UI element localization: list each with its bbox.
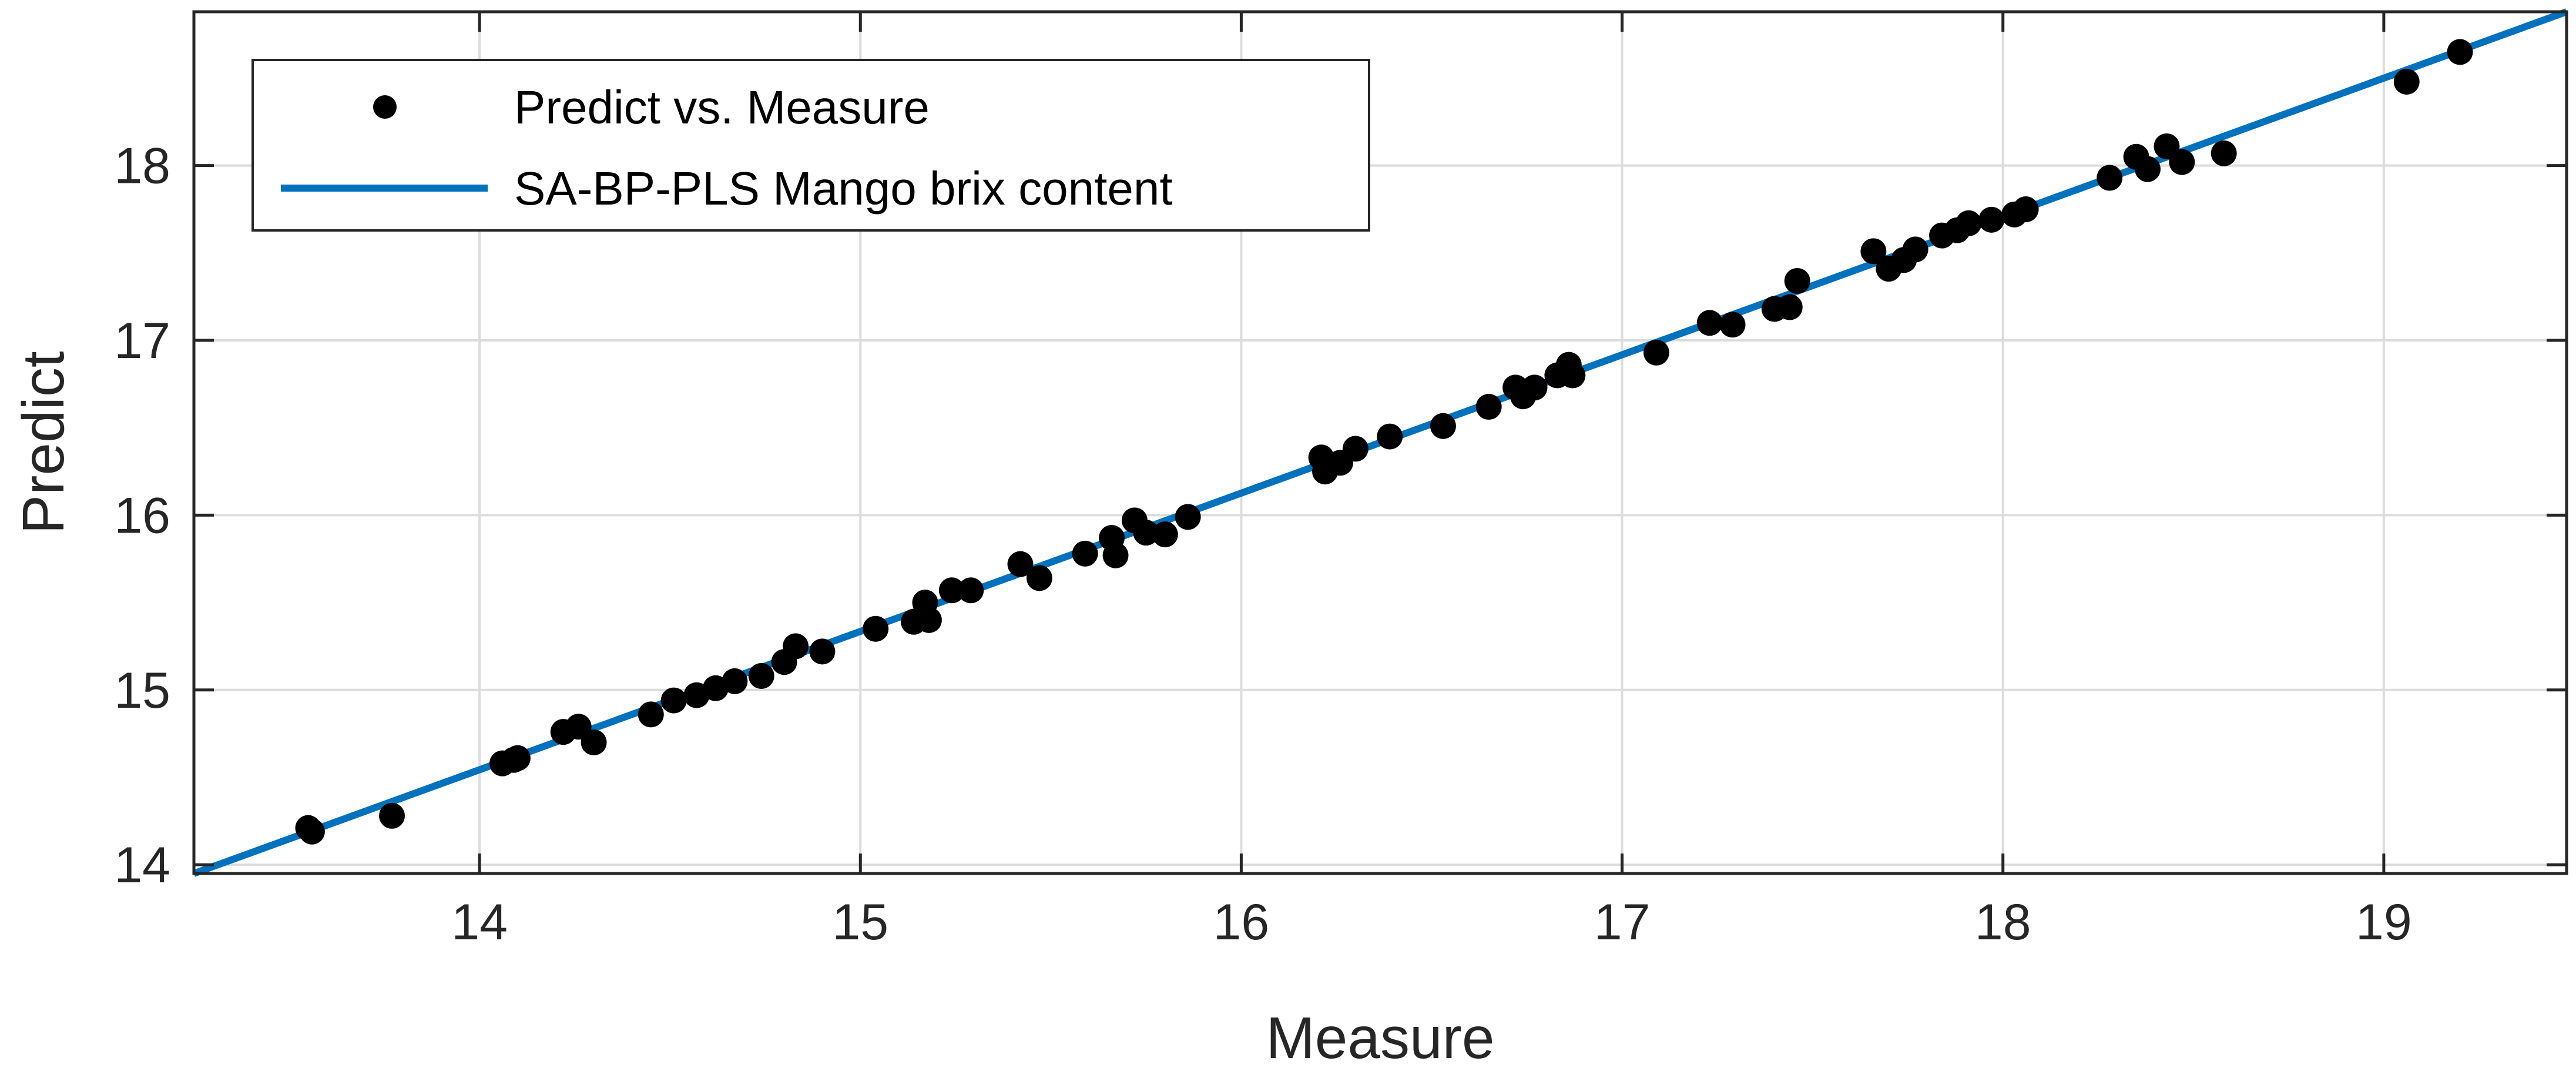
- data-point: [2211, 140, 2237, 166]
- x-tick-label: 18: [1975, 894, 2031, 950]
- axis-ticks: [194, 12, 2567, 873]
- x-tick-label: 14: [451, 894, 508, 950]
- legend-entry-line: SA-BP-PLS Mango brix content: [514, 162, 1173, 215]
- legend-entry-scatter: Predict vs. Measure: [514, 81, 930, 133]
- y-tick-label: 15: [114, 662, 170, 719]
- y-tick-label: 16: [114, 487, 170, 544]
- data-point: [2097, 165, 2123, 191]
- data-point: [1175, 504, 1201, 530]
- data-point: [1152, 521, 1178, 548]
- data-point: [1072, 540, 1098, 567]
- data-point: [1696, 310, 1723, 336]
- data-point: [1784, 267, 1810, 294]
- data-point: [1377, 423, 1403, 450]
- data-point: [581, 729, 607, 755]
- data-point: [1342, 436, 1368, 462]
- data-point: [863, 615, 889, 642]
- x-axis-label: Measure: [1266, 1005, 1494, 1071]
- data-point: [2447, 39, 2473, 65]
- data-point: [1643, 339, 1669, 366]
- data-point: [958, 577, 984, 604]
- data-point: [748, 662, 774, 689]
- data-point: [379, 802, 405, 829]
- data-point: [1102, 542, 1129, 568]
- data-point: [1026, 565, 1052, 591]
- tick-labels: 14 15 16 17 18 19 14 15 16 17 18: [114, 138, 2411, 950]
- data-point: [722, 668, 748, 694]
- data-point: [1776, 294, 1803, 320]
- data-point: [1860, 238, 1887, 265]
- data-point: [660, 687, 687, 714]
- data-point: [1007, 551, 1034, 577]
- data-point: [1559, 362, 1586, 389]
- data-point: [2012, 196, 2039, 223]
- y-tick-label: 17: [114, 313, 170, 369]
- data-point: [1978, 206, 2005, 233]
- data-point: [1430, 413, 1456, 439]
- y-tick-label: 18: [114, 138, 170, 195]
- data-point: [2135, 156, 2161, 182]
- data-point: [1475, 394, 1502, 420]
- data-point: [1956, 210, 1982, 236]
- data-point: [938, 577, 965, 604]
- x-tick-label: 19: [2356, 894, 2412, 950]
- data-point: [1521, 374, 1548, 401]
- data-point: [298, 818, 325, 845]
- legend-box: [251, 59, 1370, 232]
- data-point: [1133, 520, 1159, 546]
- data-point: [1719, 312, 1746, 338]
- x-tick-label: 16: [1213, 894, 1270, 950]
- legend: Predict vs. Measure SA-BP-PLS Mango brix…: [251, 59, 1370, 232]
- data-point: [915, 607, 942, 633]
- y-tick-label: 14: [114, 837, 170, 893]
- plot-area-frame: [192, 10, 2568, 875]
- data-point: [1902, 236, 1928, 263]
- data-point: [2393, 68, 2420, 95]
- data-point: [638, 701, 664, 728]
- x-tick-label: 15: [832, 894, 888, 950]
- data-point: [504, 745, 531, 771]
- data-point: [783, 633, 809, 660]
- x-tick-label: 17: [1594, 894, 1651, 950]
- data-point: [2169, 149, 2195, 175]
- legend-marker-scatter: [373, 95, 397, 119]
- data-points-layer: [295, 39, 2473, 845]
- y-axis-label: Predict: [11, 351, 76, 534]
- data-point: [809, 638, 836, 665]
